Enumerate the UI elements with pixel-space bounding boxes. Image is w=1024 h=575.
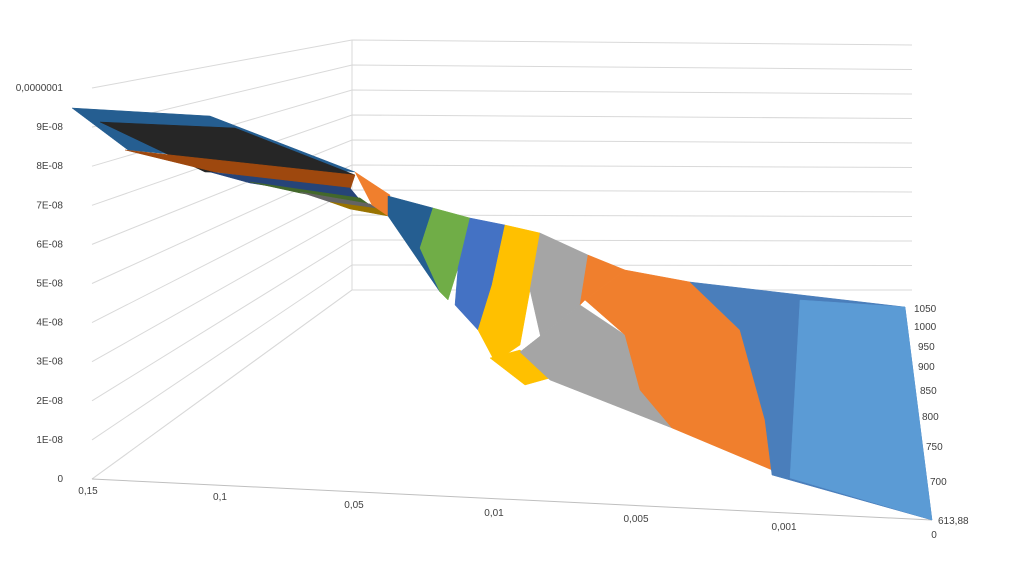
x-tick-label: 0,05 xyxy=(344,500,364,511)
y-tick-label: 800 xyxy=(922,412,939,423)
z-tick-label: 7E-08 xyxy=(36,200,63,211)
floor-edge xyxy=(91,289,353,480)
surface-plot xyxy=(71,107,933,521)
z-tick-label: 9E-08 xyxy=(36,122,63,133)
x-tick-label: 0 xyxy=(931,530,937,541)
z-axis: 0,0000001 9E-08 8E-08 7E-08 6E-08 5E-08 4E-08 3… xyxy=(16,83,64,485)
z-tick-label: 0,0000001 xyxy=(16,83,64,94)
y-tick-label: 1050 xyxy=(914,304,937,315)
y-axis: 1050 1000 950 900 850 800 750 700 613,88 xyxy=(914,304,969,527)
y-tick-label: 750 xyxy=(926,442,943,453)
z-tick-label: 8E-08 xyxy=(36,161,63,172)
z-gridline xyxy=(91,39,913,89)
surface-band xyxy=(789,299,933,521)
y-tick-label: 1000 xyxy=(914,322,937,333)
x-axis: 0,15 0,1 0,05 0,01 0,005 0,001 0 xyxy=(78,486,937,541)
y-tick-label: 613,88 xyxy=(938,516,969,527)
floor-front-edge xyxy=(91,478,933,521)
x-tick-label: 0,1 xyxy=(213,492,227,503)
x-tick-label: 0,005 xyxy=(623,514,648,525)
gridlines xyxy=(91,39,933,521)
y-tick-label: 850 xyxy=(920,386,937,397)
z-tick-label: 3E-08 xyxy=(36,357,63,368)
z-tick-label: 5E-08 xyxy=(36,279,63,290)
x-tick-label: 0,001 xyxy=(771,522,796,533)
z-tick-label: 0 xyxy=(57,474,63,485)
y-tick-label: 700 xyxy=(930,477,947,488)
x-tick-label: 0,01 xyxy=(484,508,504,519)
z-tick-label: 4E-08 xyxy=(36,318,63,329)
x-tick-label: 0,15 xyxy=(78,486,98,497)
y-tick-label: 950 xyxy=(918,342,935,353)
z-tick-label: 2E-08 xyxy=(36,396,63,407)
y-tick-label: 900 xyxy=(918,362,935,373)
z-tick-label: 6E-08 xyxy=(36,239,63,250)
z-tick-label: 1E-08 xyxy=(36,435,63,446)
